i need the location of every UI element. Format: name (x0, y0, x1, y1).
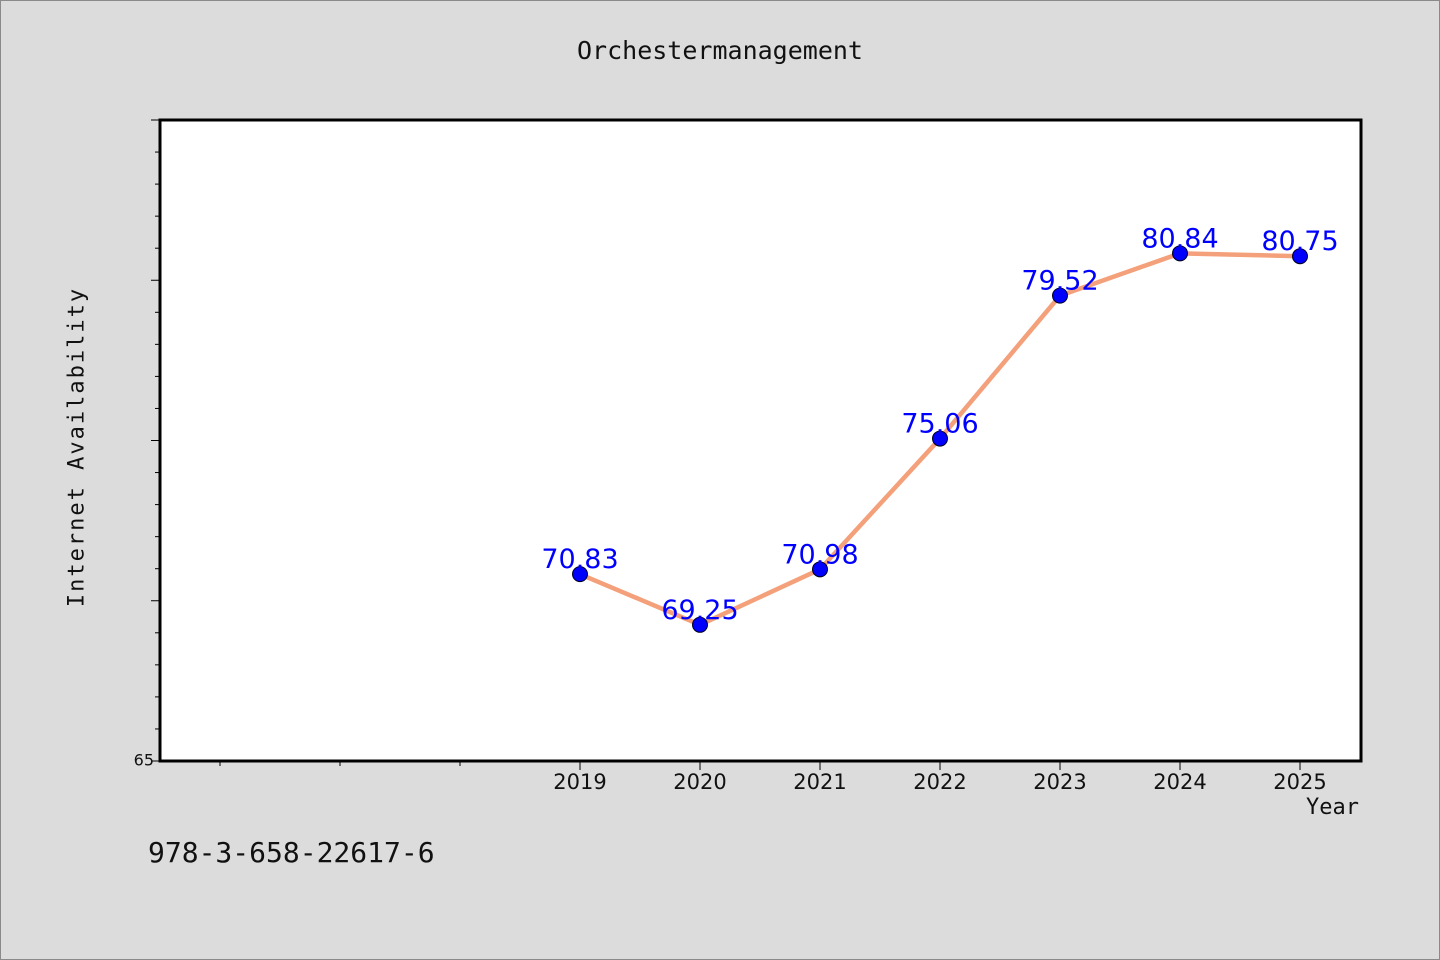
data-label: 79.52 (1021, 266, 1098, 297)
y-axis-label: Internet Availability (64, 286, 90, 608)
data-labels: 70.83 69.25 70.98 75.06 79.52 80.84 80.75 (541, 223, 1338, 625)
x-tick-label: 2021 (793, 770, 846, 794)
y-tick-label: 65 (134, 751, 154, 770)
data-label: 70.83 (541, 544, 618, 575)
data-point-marker (932, 430, 948, 447)
x-tick-label: 2019 (553, 770, 606, 794)
data-label: 80.75 (1261, 226, 1338, 257)
x-tick-label: 2023 (1033, 770, 1086, 794)
x-tick-label: 2022 (913, 770, 966, 794)
data-point-marker (1292, 248, 1308, 265)
series-markers (572, 245, 1308, 633)
data-label: 80.84 (1141, 223, 1218, 254)
data-point-marker (1052, 287, 1068, 304)
x-tick-label: 2025 (1273, 770, 1326, 794)
data-label: 69.25 (661, 595, 738, 626)
chart-title: Orchestermanagement (577, 36, 863, 65)
data-label: 70.98 (781, 539, 858, 570)
x-axis-label: Year (1306, 795, 1359, 820)
isbn-text: 978-3-658-22617-6 (148, 836, 435, 869)
x-tick-label: 2020 (673, 770, 726, 794)
axis-ticks (151, 119, 1301, 770)
x-tick-label: 2024 (1153, 770, 1206, 794)
plot-area (158, 118, 1363, 763)
data-point-marker (692, 616, 708, 633)
data-point-marker (572, 566, 588, 583)
data-label: 75.06 (901, 409, 978, 440)
y-tick-labels: 65 (134, 751, 154, 770)
x-tick-labels: 2019 2020 2021 2022 2023 2024 2025 (553, 770, 1326, 794)
data-point-marker (812, 561, 828, 578)
data-point-marker (1172, 245, 1188, 262)
